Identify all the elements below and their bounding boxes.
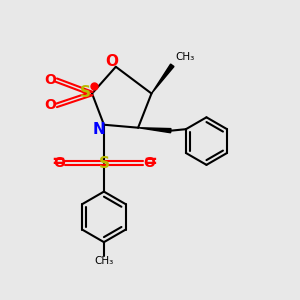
Polygon shape [138,128,171,133]
Text: O: O [44,73,56,87]
Text: O: O [143,156,155,170]
Text: O: O [53,156,65,170]
Text: O: O [44,98,56,112]
Polygon shape [152,64,174,94]
Text: S: S [80,85,91,100]
Text: CH₃: CH₃ [176,52,195,62]
Text: CH₃: CH₃ [94,256,114,266]
Text: =: = [51,154,65,172]
Text: N: N [92,122,105,137]
Text: S: S [98,156,110,171]
Text: O: O [105,54,118,69]
Text: =: = [143,154,157,172]
